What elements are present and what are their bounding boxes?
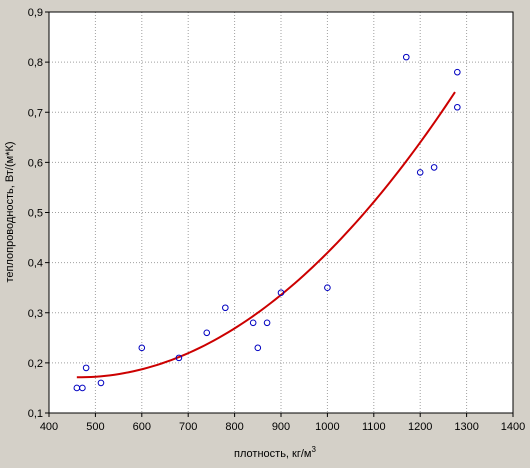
y-axis-label: теплопроводность, Вт/(м*К)	[4, 141, 16, 282]
x-axis-label: плотность, кг/м3	[234, 445, 316, 460]
x-tick-label: 1000	[315, 421, 339, 433]
data-point	[416, 169, 424, 176]
x-tick-label: 500	[86, 421, 104, 433]
x-tick-label: 400	[40, 421, 58, 433]
data-point	[138, 344, 146, 352]
y-tick-label: 0,3	[28, 308, 43, 320]
y-tick-labels: 0,1 0,2 0,3 0,4 0,5 0,6 0,7 0,8 0,9	[28, 7, 43, 420]
data-point	[222, 304, 229, 312]
data-point	[97, 379, 105, 387]
y-tick-label: 0,7	[28, 107, 43, 119]
y-tick-label: 0,4	[28, 258, 43, 270]
data-points	[73, 53, 461, 392]
data-point	[175, 354, 183, 362]
x-tick-label: 1300	[454, 421, 478, 433]
data-point	[263, 319, 271, 327]
plot-frame	[48, 11, 514, 414]
data-point	[79, 384, 86, 392]
data-point	[454, 103, 461, 111]
x-tick-label: 1100	[362, 421, 386, 433]
data-point	[430, 164, 438, 171]
y-tick-label: 0,5	[28, 208, 43, 220]
tick-marks	[45, 11, 514, 417]
x-tick-label: 900	[272, 421, 290, 433]
data-point	[249, 319, 257, 327]
fit-curve-group	[76, 91, 456, 379]
x-tick-labels: 400 500 600 700 800 900 1000 1100 1200 1300 1400	[40, 421, 525, 433]
y-tick-label: 0,1	[28, 408, 43, 420]
y-tick-label: 0,9	[28, 7, 43, 19]
y-tick-label: 0,8	[28, 57, 43, 69]
y-tick-label: 0,6	[28, 157, 43, 169]
x-tick-label: 700	[179, 421, 197, 433]
data-point	[203, 329, 211, 337]
data-point	[402, 53, 410, 61]
x-tick-label: 1200	[408, 421, 432, 433]
data-point	[82, 364, 90, 372]
x-tick-label: 800	[225, 421, 243, 433]
fit-curve	[76, 91, 456, 379]
x-tick-label: 1400	[501, 421, 525, 433]
data-point	[254, 344, 262, 352]
data-point	[454, 68, 461, 76]
y-tick-label: 0,2	[28, 358, 43, 370]
data-point	[324, 284, 331, 291]
grid-lines	[49, 12, 513, 413]
data-point	[277, 289, 285, 297]
x-tick-label: 600	[133, 421, 151, 433]
